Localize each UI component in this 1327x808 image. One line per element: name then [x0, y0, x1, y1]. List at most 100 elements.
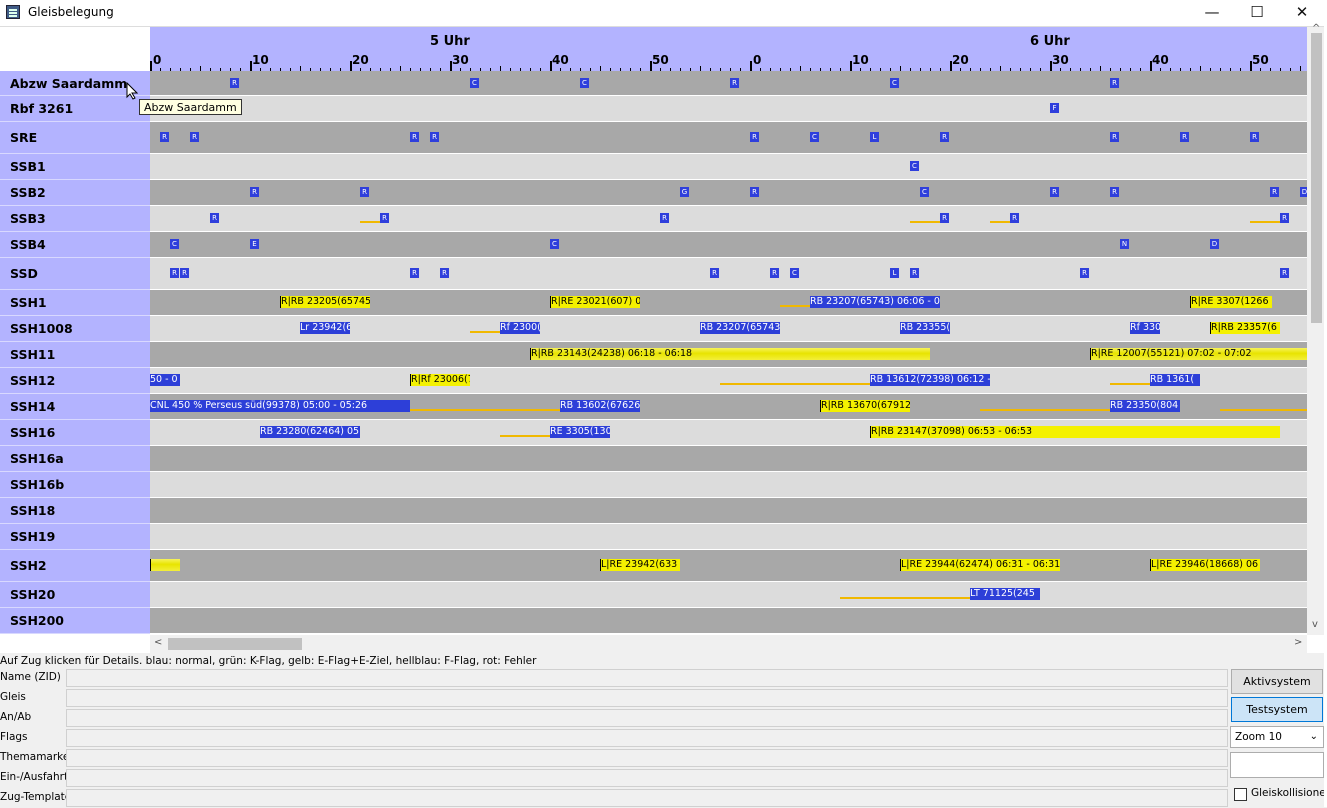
train-bar[interactable]: RB 23355( [900, 322, 950, 334]
train-bar[interactable]: RB 23350(804 [1110, 400, 1180, 412]
vertical-scrollbar[interactable]: ^ v [1307, 23, 1327, 635]
train-marker[interactable]: R [210, 213, 219, 223]
track-label[interactable]: SSH20 [0, 582, 150, 608]
track-row[interactable]: RB 23280(62464) 05 RE 3305(130 R|RB 23147(… [150, 420, 1307, 446]
train-marker[interactable]: R [380, 213, 389, 223]
track-label[interactable]: Abzw Saardamm [0, 71, 150, 96]
scroll-right-icon[interactable]: > [1294, 637, 1303, 648]
train-bar[interactable]: RB 13602(67626 [560, 400, 640, 412]
train-marker[interactable]: R [410, 132, 419, 142]
train-marker[interactable]: R [660, 213, 669, 223]
track-label[interactable]: SSH14 [0, 394, 150, 420]
track-occupancy-chart[interactable]: 5 Uhr 6 Uhr 0 10 20 30 40 50 0 10 20 30 40 50 Abzw Sa… [0, 23, 1327, 653]
scroll-left-icon[interactable]: < [154, 637, 163, 648]
train-marker[interactable]: C [580, 78, 589, 88]
gleiskollisionen-checkbox[interactable] [1234, 788, 1247, 801]
track-row[interactable]: CNL 450 % Perseus süd(99378) 05:00 - 05:… [150, 394, 1307, 420]
vertical-scroll-thumb[interactable] [1311, 33, 1322, 323]
train-bar[interactable]: LT 71125(245 [970, 588, 1040, 600]
track-label[interactable]: SSH16b [0, 472, 150, 498]
train-marker[interactable]: R [1250, 132, 1259, 142]
close-button[interactable]: ✕ [1295, 3, 1309, 21]
track-label[interactable]: SSH11 [0, 342, 150, 368]
scroll-down-icon[interactable]: v [1312, 619, 1318, 630]
track-row[interactable] [150, 608, 1307, 634]
train-marker[interactable]: R [1010, 213, 1019, 223]
train-marker[interactable]: R [770, 268, 779, 278]
train-marker[interactable]: L [890, 268, 899, 278]
train-marker[interactable]: R [1280, 268, 1289, 278]
track-row[interactable] [150, 446, 1307, 472]
track-label[interactable]: SSD [0, 258, 150, 290]
horizontal-scrollbar[interactable]: < > [150, 635, 1307, 653]
track-label[interactable]: SSH1 [0, 290, 150, 316]
aktivsystem-button[interactable]: Aktivsystem [1231, 669, 1323, 694]
train-marker[interactable]: R [1270, 187, 1279, 197]
train-marker[interactable]: C [550, 239, 559, 249]
train-marker[interactable]: R [180, 268, 189, 278]
train-bar[interactable]: R|RB 23143(24238) 06:18 - 06:18 [530, 348, 930, 360]
train-marker[interactable]: R [440, 268, 449, 278]
train-marker[interactable]: R [1050, 187, 1059, 197]
track-label[interactable]: SSH1008 [0, 316, 150, 342]
train-marker[interactable]: R [190, 132, 199, 142]
detail-field[interactable] [66, 709, 1228, 727]
detail-field[interactable] [66, 729, 1228, 747]
track-label[interactable]: SSH16 [0, 420, 150, 446]
train-marker[interactable]: D [1210, 239, 1219, 249]
train-bar[interactable]: Lr 23942(6 [300, 322, 350, 334]
track-label[interactable]: SSH2 [0, 550, 150, 582]
train-marker[interactable]: F [1050, 103, 1059, 113]
train-marker[interactable]: R [1110, 187, 1119, 197]
track-label[interactable]: SSB3 [0, 206, 150, 232]
train-marker[interactable]: C [470, 78, 479, 88]
train-bar[interactable]: 50 - 0 [150, 374, 180, 386]
track-row[interactable]: R|RB 23205(65745 R|RE 23021(607) 0 RB 2320… [150, 290, 1307, 316]
train-marker[interactable]: R [710, 268, 719, 278]
train-bar[interactable]: RB 23280(62464) 05 [260, 426, 360, 438]
detail-field[interactable] [66, 669, 1228, 687]
train-marker[interactable]: C [910, 161, 919, 171]
minimize-button[interactable]: — [1204, 3, 1220, 21]
track-label[interactable]: SSH200 [0, 608, 150, 634]
track-row[interactable]: LT 71125(245 [150, 582, 1307, 608]
train-marker[interactable]: G [680, 187, 689, 197]
track-row[interactable]: Lr 23942(6 Rf 2300(RB 23207(65743 RB 23355… [150, 316, 1307, 342]
detail-field[interactable] [66, 749, 1228, 767]
train-marker[interactable]: R [250, 187, 259, 197]
track-label[interactable]: SRE [0, 122, 150, 154]
train-bar[interactable]: R|RE 3307(1266 [1190, 296, 1272, 308]
track-row[interactable] [150, 472, 1307, 498]
train-bar[interactable]: R|RB 23205(65745 [280, 296, 370, 308]
train-marker[interactable]: D [1300, 187, 1309, 197]
zoom-select[interactable]: Zoom 10 ⌄ [1230, 726, 1324, 748]
train-marker[interactable]: R [170, 268, 179, 278]
track-label[interactable]: SSB2 [0, 180, 150, 206]
track-row[interactable] [150, 498, 1307, 524]
testsystem-button[interactable]: Testsystem [1231, 697, 1323, 722]
track-row[interactable]: 50 - 0 R|Rf 23006(7 RB 13612(72398) 06:12 … [150, 368, 1307, 394]
train-bar[interactable]: RB 13612(72398) 06:12 - [870, 374, 990, 386]
train-bar[interactable]: RB 1361( [1150, 374, 1200, 386]
train-bar[interactable]: L|RE 23946(18668) 06 [1150, 559, 1260, 571]
track-row[interactable]: F [150, 96, 1307, 122]
train-marker[interactable]: C [810, 132, 819, 142]
train-bar[interactable]: L|RE 23944(62474) 06:31 - 06:31 [900, 559, 1060, 571]
train-marker[interactable]: R [1110, 78, 1119, 88]
train-bar[interactable]: Rf 330 [1130, 322, 1160, 334]
train-bar[interactable]: CNL 450 % Perseus süd(99378) 05:00 - 05:… [150, 400, 410, 412]
track-label[interactable]: Rbf 3261 [0, 96, 150, 122]
train-marker[interactable]: R [1080, 268, 1089, 278]
train-marker[interactable]: R [160, 132, 169, 142]
train-marker[interactable]: R [410, 268, 419, 278]
train-marker[interactable]: R [360, 187, 369, 197]
train-marker[interactable]: L [870, 132, 879, 142]
horizontal-scroll-thumb[interactable] [168, 638, 302, 650]
train-bar[interactable] [150, 559, 180, 571]
train-bar[interactable]: R|RE 12007(55121) 07:02 - 07:02 [1090, 348, 1307, 360]
train-bar[interactable]: RE 3305(130 [550, 426, 610, 438]
